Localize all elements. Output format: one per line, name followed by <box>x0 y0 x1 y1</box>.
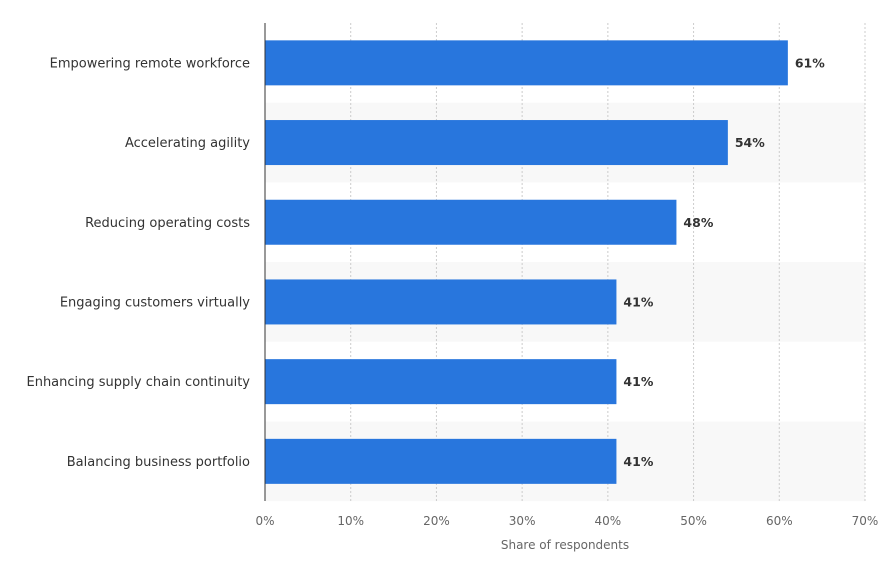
bar[interactable] <box>265 199 677 245</box>
x-tick-label: 30% <box>509 514 536 528</box>
bar[interactable] <box>265 359 617 405</box>
x-axis-label: Share of respondents <box>501 538 629 552</box>
x-tick-label: 70% <box>852 514 879 528</box>
value-label: 48% <box>683 215 713 230</box>
category-label: Balancing business portfolio <box>67 455 250 470</box>
category-label: Reducing operating costs <box>85 216 250 231</box>
bar[interactable] <box>265 120 728 166</box>
x-tick-label: 50% <box>680 514 707 528</box>
x-tick-label: 40% <box>595 514 622 528</box>
value-label: 41% <box>623 294 653 309</box>
value-label: 41% <box>623 374 653 389</box>
value-label: 54% <box>735 135 765 150</box>
bar[interactable] <box>265 40 788 86</box>
x-tick-label: 10% <box>337 514 364 528</box>
category-label: Engaging customers virtually <box>60 295 250 310</box>
category-label: Enhancing supply chain continuity <box>26 375 250 390</box>
value-label: 61% <box>795 55 825 70</box>
x-tick-label: 60% <box>766 514 793 528</box>
x-tick-label: 0% <box>255 514 274 528</box>
category-label: Accelerating agility <box>125 136 250 151</box>
bar[interactable] <box>265 438 617 484</box>
x-tick-label: 20% <box>423 514 450 528</box>
category-label: Empowering remote workforce <box>50 56 250 71</box>
value-label: 41% <box>623 454 653 469</box>
bar[interactable] <box>265 279 617 325</box>
